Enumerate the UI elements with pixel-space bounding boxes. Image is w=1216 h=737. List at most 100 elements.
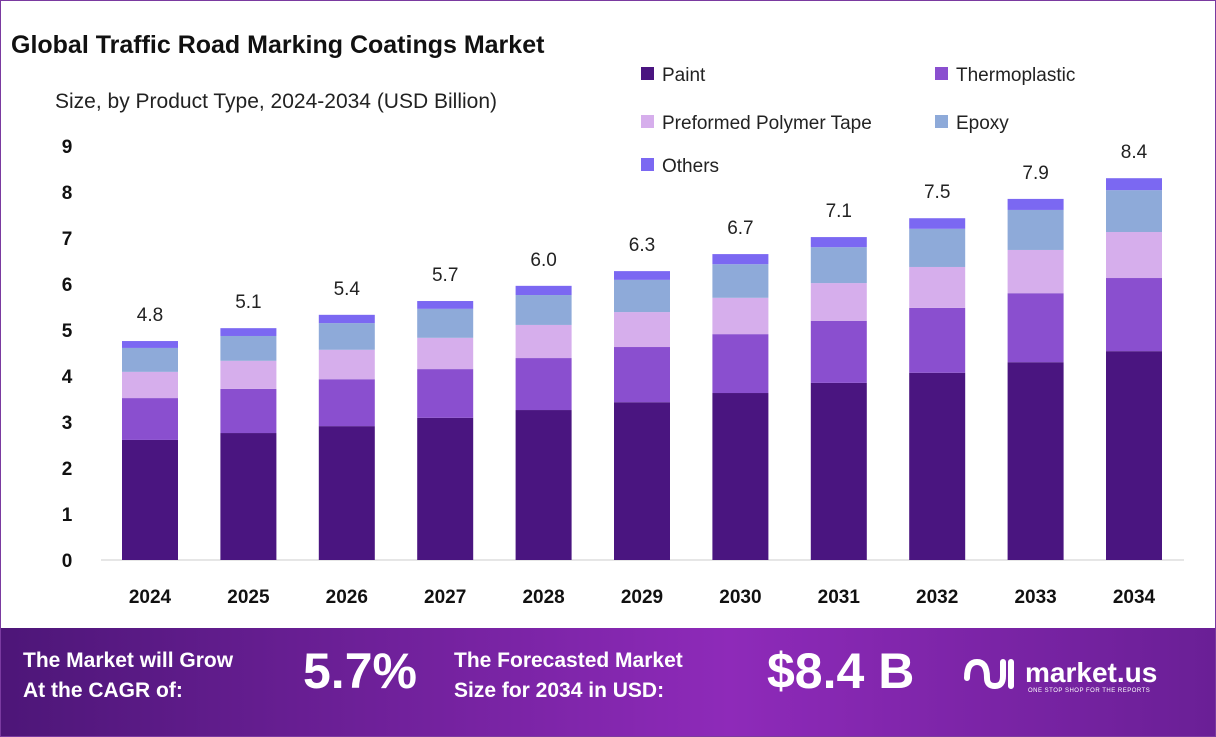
bar-segment-paint [1007,362,1064,560]
legend-swatch [641,158,654,171]
bar-segment-paint [712,393,769,560]
forecast-label-line2: Size for 2034 in USD: [454,679,665,702]
x-tick-label: 2032 [916,587,958,608]
x-tick-label: 2025 [227,587,270,608]
total-data-label: 6.7 [727,218,753,239]
total-data-label: 5.4 [334,279,361,300]
forecast-label-line1: The Forecasted Market [454,649,683,672]
bar-segment-epoxy [909,228,966,267]
bar-segment-thermoplastic [810,320,867,383]
bar-segment-others [220,328,277,336]
bar-segment-paint [122,439,178,560]
bar-segment-others [122,341,178,348]
y-tick-label: 9 [62,137,73,158]
bar-segment-thermoplastic [122,398,178,440]
bar-segment-epoxy [220,335,277,361]
bar-segment-preformed-polymer-tape [220,360,277,389]
legend-label: Epoxy [956,113,1009,134]
bar-segment-paint [318,426,375,560]
y-tick-label: 4 [62,367,73,388]
y-tick-label: 5 [62,321,73,342]
bar-segment-thermoplastic [909,307,966,373]
chart-subtitle: Size, by Product Type, 2024-2034 (USD Bi… [55,90,498,113]
bar-segment-paint [417,417,474,560]
bar-segment-paint [909,372,966,560]
cagr-label-line2: At the CAGR of: [23,679,183,702]
bar-segment-epoxy [1007,209,1064,250]
bar-segment-preformed-polymer-tape [1007,249,1064,294]
cagr-label: The Market will Grow At the CAGR of: [23,646,293,706]
total-data-label: 6.3 [629,235,655,256]
bar-segment-epoxy [712,264,769,298]
legend-label: Others [662,156,719,177]
bar-segment-preformed-polymer-tape [515,324,572,359]
bar-segment-preformed-polymer-tape [417,337,474,370]
bar-segment-thermoplastic [1106,278,1162,352]
x-tick-label: 2030 [719,587,761,608]
bar-segment-epoxy [417,308,474,338]
y-tick-label: 8 [62,183,73,204]
cagr-value: 5.7% [303,643,417,699]
x-tick-label: 2031 [818,587,861,608]
bar-segment-others [712,254,769,265]
brand-tagline: ONE STOP SHOP FOR THE REPORTS [1028,688,1151,694]
x-tick-label: 2034 [1113,587,1156,608]
cagr-label-line1: The Market will Grow [23,649,234,672]
x-tick-label: 2029 [621,587,663,608]
bar-segment-others [417,301,474,309]
bar-segment-thermoplastic [220,388,277,434]
brand-logo: market.us [963,656,1157,690]
legend-swatch [935,115,948,128]
bar-segment-preformed-polymer-tape [909,266,966,308]
bar-segment-epoxy [810,247,867,284]
bar-segment-thermoplastic [515,358,572,411]
total-data-label: 4.8 [137,305,163,326]
y-tick-label: 6 [62,275,73,296]
total-data-label: 6.0 [530,250,556,271]
bar-segment-paint [1106,351,1162,560]
x-tick-label: 2028 [522,587,564,608]
legend-label: Thermoplastic [956,65,1075,86]
total-data-label: 5.1 [235,292,261,313]
x-tick-label: 2026 [326,587,368,608]
brand-logo-icon [964,658,1014,690]
bar-segment-others [515,285,572,296]
legend-swatch [641,115,654,128]
x-tick-label: 2027 [424,587,466,608]
bar-segment-others [1007,198,1064,210]
bar-segment-epoxy [1106,190,1162,233]
y-tick-label: 3 [62,413,73,434]
x-tick-label: 2033 [1014,587,1056,608]
bar-segment-paint [810,382,867,560]
bar-segment-preformed-polymer-tape [614,312,670,348]
bar-segment-others [909,218,966,229]
total-data-label: 7.5 [924,182,950,203]
bar-segment-preformed-polymer-tape [810,283,867,321]
forecast-value: $8.4 B [767,643,915,699]
total-data-label: 7.9 [1022,163,1048,184]
bar-segment-thermoplastic [712,334,769,394]
y-tick-label: 0 [62,551,73,572]
bar-segment-thermoplastic [614,347,670,403]
bar-segment-preformed-polymer-tape [318,349,375,380]
bar-segment-epoxy [515,295,572,325]
bar-segment-preformed-polymer-tape [712,297,769,335]
stacked-bar-chart: 0 1 2 3 4 5 6 7 8 9 4.8 2024 5.1 2025 5.4 2026 5.7 2027 6.… [62,65,1184,608]
bar-segment-thermoplastic [1007,293,1064,363]
brand-name: market.us [1025,657,1158,688]
bar-segment-others [810,237,867,248]
legend-swatch [641,67,654,80]
bar-segment-others [1106,178,1162,191]
bar-segment-thermoplastic [318,379,375,427]
bar-segment-thermoplastic [417,369,474,418]
bar-segment-preformed-polymer-tape [122,371,178,399]
bar-segment-epoxy [122,347,178,372]
y-tick-label: 7 [62,229,73,250]
legend-label: Preformed Polymer Tape [662,113,872,134]
x-tick-label: 2024 [129,587,172,608]
legend-swatch [935,67,948,80]
forecast-label: The Forecasted Market Size for 2034 in U… [454,646,754,706]
bar-segment-epoxy [614,279,670,313]
bar-segment-epoxy [318,323,375,350]
